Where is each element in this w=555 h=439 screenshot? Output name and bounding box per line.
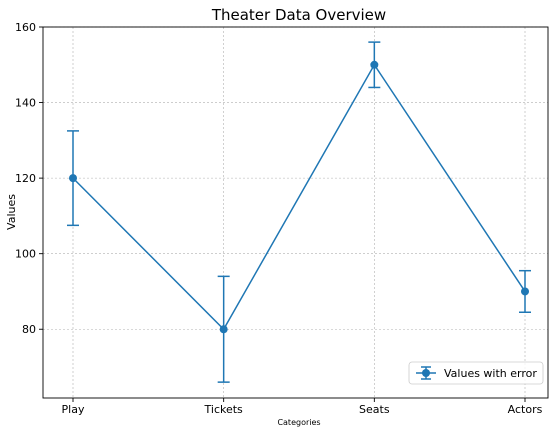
series-line <box>72 63 526 331</box>
chart-title: Theater Data Overview <box>211 6 386 24</box>
data-point <box>69 174 77 183</box>
y-tick-label: 80 <box>22 323 36 336</box>
y-tick-label: 120 <box>15 172 36 185</box>
y-axis-label: Values <box>5 194 18 230</box>
legend-label: Values with error <box>444 367 537 380</box>
legend: Values with error <box>408 361 544 385</box>
x-tick-label: Seats <box>359 403 390 416</box>
data-point <box>521 287 529 296</box>
y-tick-label: 140 <box>15 97 36 110</box>
x-axis-label: Categories <box>277 418 320 427</box>
plot-frame <box>42 26 549 399</box>
x-tick-label: Play <box>62 403 85 416</box>
legend-marker <box>422 369 430 377</box>
y-tick-label: 160 <box>15 21 36 34</box>
data-point <box>219 325 228 334</box>
legend-box <box>408 361 544 385</box>
x-tick-label: Tickets <box>204 403 244 416</box>
data-point <box>370 60 379 69</box>
y-tick-label: 100 <box>15 248 36 261</box>
axes: 80 100 120 140 160 Play Tickets Seats Actors <box>15 21 549 416</box>
data-series <box>67 41 531 383</box>
x-tick-label: Actors <box>508 403 543 416</box>
